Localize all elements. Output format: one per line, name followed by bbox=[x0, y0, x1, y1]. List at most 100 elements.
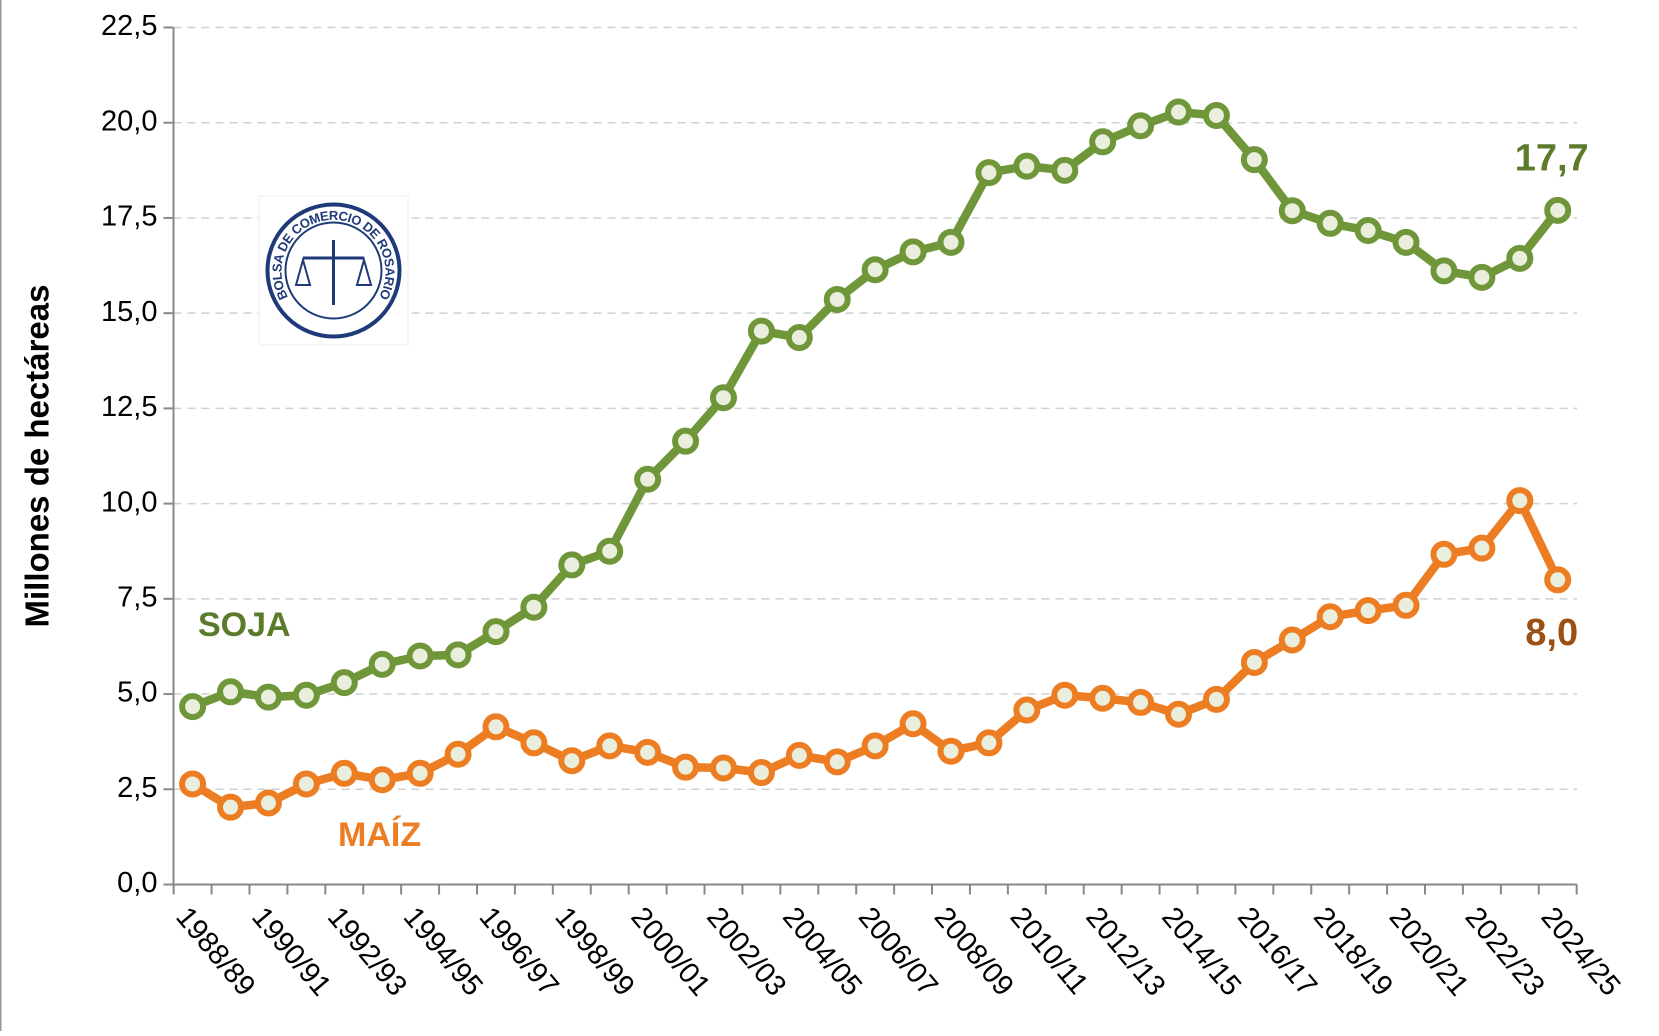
y-tick-label: 17,5 bbox=[101, 201, 157, 233]
data-point bbox=[1282, 629, 1303, 650]
data-point bbox=[941, 232, 962, 253]
x-tick-label: 2024/25 bbox=[1534, 901, 1626, 1002]
data-point bbox=[448, 644, 469, 665]
data-point bbox=[1244, 652, 1265, 673]
data-point bbox=[713, 387, 734, 408]
data-point bbox=[1433, 260, 1454, 281]
data-point bbox=[1509, 490, 1530, 511]
x-tick-label: 2012/13 bbox=[1079, 901, 1171, 1002]
data-point bbox=[1168, 704, 1189, 725]
data-point bbox=[220, 797, 241, 818]
data-point bbox=[599, 541, 620, 562]
x-tick-label: 2022/23 bbox=[1459, 901, 1551, 1002]
data-point bbox=[1130, 692, 1151, 713]
data-point bbox=[827, 751, 848, 772]
data-label: 17,7 bbox=[1515, 137, 1589, 179]
data-point bbox=[1092, 688, 1113, 709]
y-tick-label: 22,5 bbox=[101, 10, 157, 42]
data-point bbox=[561, 750, 582, 771]
data-point bbox=[372, 769, 393, 790]
data-point bbox=[789, 327, 810, 348]
y-tick-label: 0,0 bbox=[117, 867, 157, 899]
data-point bbox=[1054, 685, 1075, 706]
data-point bbox=[485, 716, 506, 737]
series-label: SOJA bbox=[198, 606, 291, 644]
data-point bbox=[751, 321, 772, 342]
data-point bbox=[1054, 160, 1075, 181]
data-point bbox=[1320, 213, 1341, 234]
data-point bbox=[978, 162, 999, 183]
x-tick-label: 1990/91 bbox=[245, 901, 337, 1002]
data-point bbox=[296, 773, 317, 794]
data-point bbox=[1471, 538, 1492, 559]
data-point bbox=[561, 554, 582, 575]
data-point bbox=[637, 469, 658, 490]
data-point bbox=[1320, 606, 1341, 627]
data-point bbox=[1547, 569, 1568, 590]
logo: BOLSA DE COMERCIO DE ROSARIO bbox=[259, 196, 408, 345]
y-tick-label: 2,5 bbox=[117, 772, 157, 804]
data-point bbox=[1168, 102, 1189, 123]
data-point bbox=[865, 735, 886, 756]
data-point bbox=[675, 757, 696, 778]
x-tick-label: 2020/21 bbox=[1383, 901, 1475, 1002]
x-tick-label: 1988/89 bbox=[169, 901, 261, 1002]
data-point bbox=[1471, 267, 1492, 288]
data-point bbox=[1396, 232, 1417, 253]
data-point bbox=[1358, 600, 1379, 621]
data-point bbox=[523, 732, 544, 753]
data-point bbox=[220, 681, 241, 702]
data-point bbox=[258, 792, 279, 813]
data-point bbox=[789, 745, 810, 766]
data-point bbox=[1130, 115, 1151, 136]
data-point bbox=[903, 241, 924, 262]
data-point bbox=[410, 645, 431, 666]
x-tick-label: 1998/99 bbox=[549, 901, 641, 1002]
data-point bbox=[1092, 131, 1113, 152]
x-tick-label: 2014/15 bbox=[1155, 901, 1247, 1002]
y-tick-label: 15,0 bbox=[101, 296, 157, 328]
data-point bbox=[182, 696, 203, 717]
series-label: MAÍZ bbox=[338, 816, 421, 854]
y-tick-label: 5,0 bbox=[117, 677, 157, 709]
x-tick-label: 2018/19 bbox=[1307, 901, 1399, 1002]
x-tick-label: 2000/01 bbox=[624, 901, 716, 1002]
data-point bbox=[978, 732, 999, 753]
data-point bbox=[448, 744, 469, 765]
x-tick-label: 2008/09 bbox=[928, 901, 1020, 1002]
x-tick-label: 1994/95 bbox=[397, 901, 489, 1002]
data-point bbox=[372, 654, 393, 675]
data-point bbox=[1358, 220, 1379, 241]
x-tick-label: 2002/03 bbox=[700, 901, 792, 1002]
series-line bbox=[193, 501, 1558, 808]
data-point bbox=[865, 259, 886, 280]
data-point bbox=[334, 763, 355, 784]
data-point bbox=[751, 762, 772, 783]
data-label: 8,0 bbox=[1525, 612, 1578, 654]
data-point bbox=[410, 763, 431, 784]
data-point bbox=[258, 687, 279, 708]
y-axis-label: Millones de hectáreas bbox=[19, 285, 56, 628]
data-point bbox=[1433, 544, 1454, 565]
data-point bbox=[1509, 248, 1530, 269]
data-point bbox=[713, 757, 734, 778]
x-tick-label: 1992/93 bbox=[321, 901, 413, 1002]
data-point bbox=[827, 289, 848, 310]
x-tick-label: 2010/11 bbox=[1004, 901, 1095, 1000]
data-point bbox=[1016, 156, 1037, 177]
x-tick-label: 2016/17 bbox=[1231, 901, 1323, 1002]
y-tick-label: 7,5 bbox=[117, 581, 157, 613]
data-point bbox=[903, 713, 924, 734]
data-point bbox=[523, 597, 544, 618]
data-point bbox=[182, 773, 203, 794]
data-point bbox=[1016, 700, 1037, 721]
data-point bbox=[941, 741, 962, 762]
y-tick-label: 10,0 bbox=[101, 486, 157, 518]
data-point bbox=[1282, 200, 1303, 221]
data-point bbox=[296, 685, 317, 706]
data-point bbox=[1396, 595, 1417, 616]
data-point bbox=[1244, 149, 1265, 170]
